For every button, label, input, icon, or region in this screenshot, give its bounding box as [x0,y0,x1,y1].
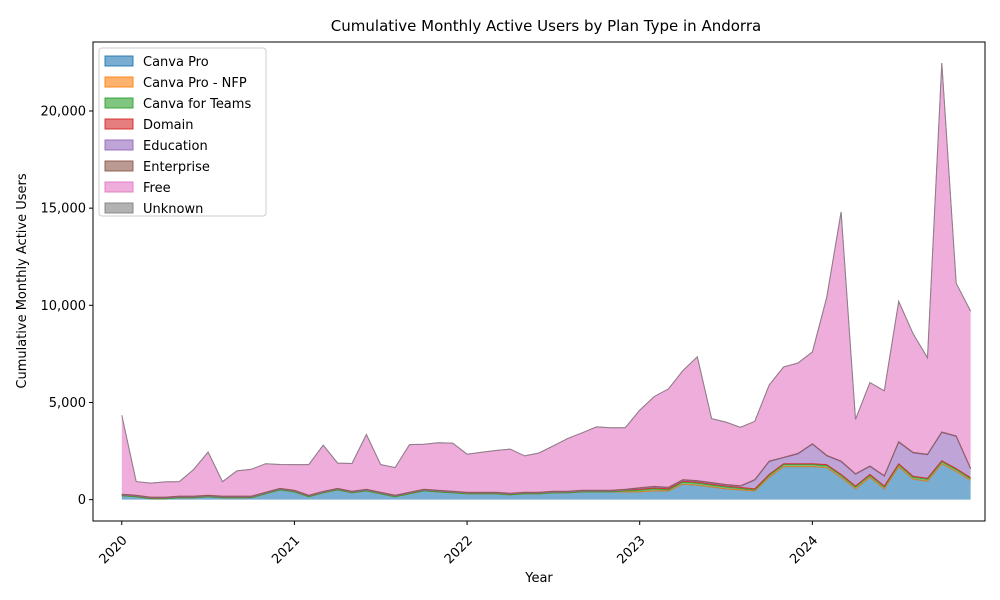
x-axis-title: Year [524,571,553,586]
legend-label-canva-for-teams: Canva for Teams [143,97,251,112]
y-axis: 0 5,000 10,000 15,000 20,000 [41,104,93,508]
legend-swatch-canva-for-teams [104,97,134,109]
legend-swatch-free [104,181,134,193]
legend-swatch-education [104,139,134,151]
legend-label-canva-pro: Canva Pro [143,55,209,70]
legend: Canva Pro Canva Pro - NFP Canva for Teams D… [98,47,267,217]
legend-swatch-enterprise [104,160,134,172]
area-edge-canva-for-teams [121,461,971,500]
legend-label-domain: Domain [143,118,193,133]
plot-frame [92,41,986,522]
y-axis-title: Cumulative Monthly Active Users [15,173,30,388]
legend-swatch-unknown [104,202,134,214]
legend-swatch-domain [104,118,134,130]
area-edge-enterprise [121,431,972,498]
area-education [121,432,971,498]
y-tick-label: 0 [78,493,86,508]
legend-frame [98,47,267,217]
y-tick-label: 20,000 [41,104,87,119]
lines-layer [121,62,972,500]
legend-label-free: Free [143,181,171,196]
y-tick-label: 5,000 [49,396,86,411]
y-tick-label: 10,000 [41,299,87,314]
legend-label-unknown: Unknown [143,202,203,217]
legend-label-enterprise: Enterprise [143,160,210,175]
legend-swatch-canva-pro-nfp [104,76,134,88]
area-edge-unknown [121,62,972,484]
y-tick-label: 15,000 [41,202,87,217]
chart-title: Cumulative Monthly Active Users by Plan … [331,17,761,35]
legend-label-canva-pro-nfp: Canva Pro - NFP [143,76,247,91]
area-edge-education [121,432,972,499]
legend-swatch-canva-pro [104,55,134,67]
area-free [121,63,971,498]
legend-label-education: Education [143,139,208,154]
